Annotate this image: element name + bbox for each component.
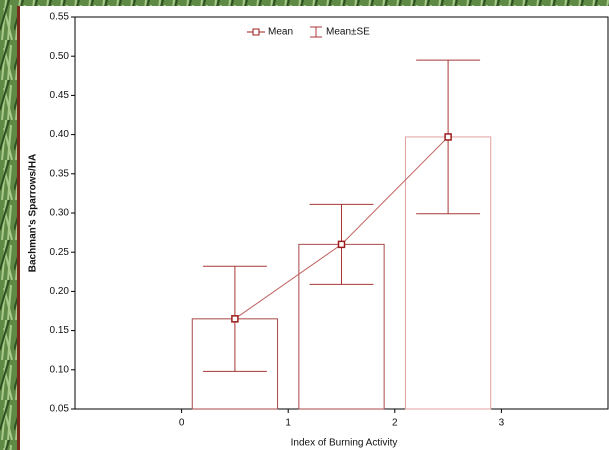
- mean-marker: [445, 134, 451, 140]
- y-tick-label: 0.45: [50, 90, 70, 101]
- x-tick-label: 2: [392, 418, 398, 429]
- y-tick-label: 0.05: [50, 404, 70, 415]
- y-tick-label: 0.20: [50, 286, 70, 297]
- y-tick-label: 0.40: [50, 129, 70, 140]
- y-tick-label: 0.30: [50, 208, 70, 219]
- legend-label: Mean±SE: [326, 27, 370, 38]
- y-tick-label: 0.50: [50, 51, 70, 62]
- panel-border: [17, 6, 20, 450]
- chart: Mean Mean±SE Bachman's Sparrows/HA Index…: [0, 0, 609, 450]
- x-tick-label: 1: [285, 418, 291, 429]
- legend-label: Mean: [268, 27, 293, 38]
- y-tick-label: 0.35: [50, 168, 70, 179]
- y-tick-label: 0.10: [50, 364, 70, 375]
- chart-panel: [17, 6, 609, 450]
- mean-marker: [232, 316, 238, 322]
- x-axis-label: Index of Burning Activity: [291, 438, 398, 449]
- x-tick-label: 0: [179, 418, 185, 429]
- y-tick-label: 0.15: [50, 325, 70, 336]
- legend-marker: [253, 29, 259, 35]
- y-axis-label: Bachman's Sparrows/HA: [28, 154, 39, 273]
- y-tick-label: 0.25: [50, 247, 70, 258]
- mean-marker: [339, 241, 345, 247]
- x-tick-label: 3: [499, 418, 505, 429]
- y-tick-label: 0.55: [50, 12, 70, 23]
